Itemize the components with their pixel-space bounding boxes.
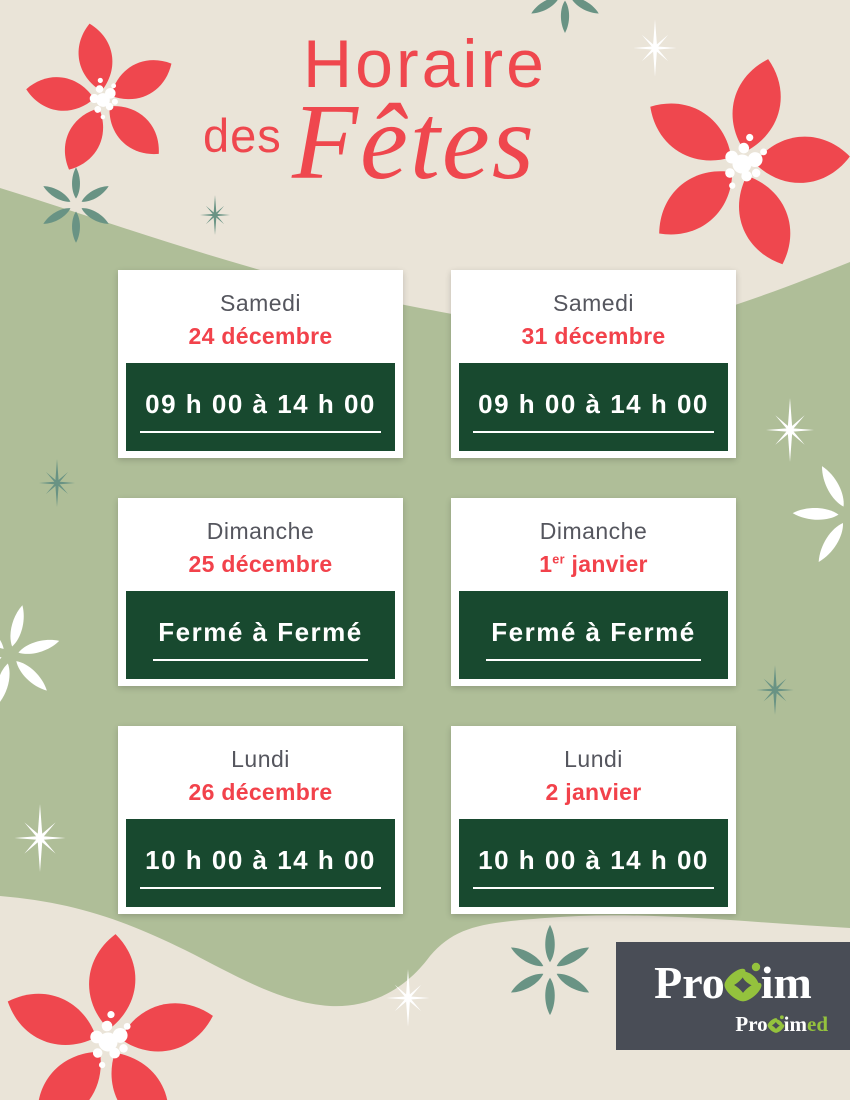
card-date-label: 25 décembre xyxy=(118,551,403,578)
date-tail: janvier xyxy=(564,551,648,577)
card-day-label: Lundi xyxy=(564,746,623,772)
card-date-label: 1er janvier xyxy=(451,551,736,578)
card-day-label: Dimanche xyxy=(539,518,648,544)
card-hours-text: 09 h 00 à 14 h 00 xyxy=(140,389,381,433)
schedule-card: Dimanche 1er janvier Fermé à Fermé xyxy=(451,498,736,686)
date-main: 2 janvier xyxy=(545,779,642,805)
date-main: 26 décembre xyxy=(188,779,333,805)
card-header: Lundi 26 décembre xyxy=(118,726,403,819)
title-word-horaire: Horaire xyxy=(303,26,547,102)
proximed-wordmark: Pro imed xyxy=(735,1014,828,1035)
card-date-label: 24 décembre xyxy=(118,323,403,350)
card-header: Lundi 2 janvier xyxy=(451,726,736,819)
poster-title: Horaire des Fêtes xyxy=(0,0,850,250)
card-date-label: 31 décembre xyxy=(451,323,736,350)
card-hours-text: Fermé à Fermé xyxy=(153,617,368,661)
card-day-label: Lundi xyxy=(231,746,290,772)
card-hours-panel: 09 h 00 à 14 h 00 xyxy=(459,363,728,451)
date-main: 25 décembre xyxy=(188,551,333,577)
card-hours-panel: 09 h 00 à 14 h 00 xyxy=(126,363,395,451)
sub-mid: im xyxy=(783,1012,807,1036)
card-hours-text: 10 h 00 à 14 h 00 xyxy=(473,845,714,889)
card-hours-panel: Fermé à Fermé xyxy=(459,591,728,679)
card-date-label: 26 décembre xyxy=(118,779,403,806)
brand-post: im xyxy=(760,957,812,1008)
schedule-card: Dimanche 25 décembre Fermé à Fermé xyxy=(118,498,403,686)
card-hours-text: Fermé à Fermé xyxy=(486,617,701,661)
brand-pre: Pro xyxy=(654,957,725,1008)
schedule-card: Samedi 31 décembre 09 h 00 à 14 h 00 xyxy=(451,270,736,458)
proxim-leaf-x-icon xyxy=(724,962,762,1002)
card-hours-panel: 10 h 00 à 14 h 00 xyxy=(459,819,728,907)
date-main: 31 décembre xyxy=(521,323,666,349)
card-header: Dimanche 25 décembre xyxy=(118,498,403,591)
card-day-label: Dimanche xyxy=(206,518,315,544)
schedule-card: Lundi 2 janvier 10 h 00 à 14 h 00 xyxy=(451,726,736,914)
card-day-label: Samedi xyxy=(553,290,634,316)
schedule-card: Lundi 26 décembre 10 h 00 à 14 h 00 xyxy=(118,726,403,914)
card-hours-panel: Fermé à Fermé xyxy=(126,591,395,679)
proxim-logo-box: Pro im Pro imed xyxy=(616,942,850,1050)
card-hours-panel: 10 h 00 à 14 h 00 xyxy=(126,819,395,907)
schedule-grid: Samedi 24 décembre 09 h 00 à 14 h 00 Sam… xyxy=(118,270,736,914)
proxim-wordmark: Pro im xyxy=(616,960,850,1006)
sub-pre: Pro xyxy=(735,1012,768,1036)
title-word-fetes: Fêtes xyxy=(292,83,536,202)
star-flower-icon xyxy=(508,924,592,1016)
proxim-leaf-x-icon xyxy=(767,1015,784,1033)
card-day-label: Samedi xyxy=(220,290,301,316)
schedule-card: Samedi 24 décembre 09 h 00 à 14 h 00 xyxy=(118,270,403,458)
card-header: Samedi 31 décembre xyxy=(451,270,736,363)
date-superscript: er xyxy=(552,552,565,567)
date-main: 24 décembre xyxy=(188,323,333,349)
card-header: Dimanche 1er janvier xyxy=(451,498,736,591)
date-main: 1 xyxy=(539,551,553,577)
sub-post: ed xyxy=(807,1012,828,1036)
title-word-des: des xyxy=(203,109,282,162)
card-header: Samedi 24 décembre xyxy=(118,270,403,363)
card-hours-text: 10 h 00 à 14 h 00 xyxy=(140,845,381,889)
card-date-label: 2 janvier xyxy=(451,779,736,806)
card-hours-text: 09 h 00 à 14 h 00 xyxy=(473,389,714,433)
